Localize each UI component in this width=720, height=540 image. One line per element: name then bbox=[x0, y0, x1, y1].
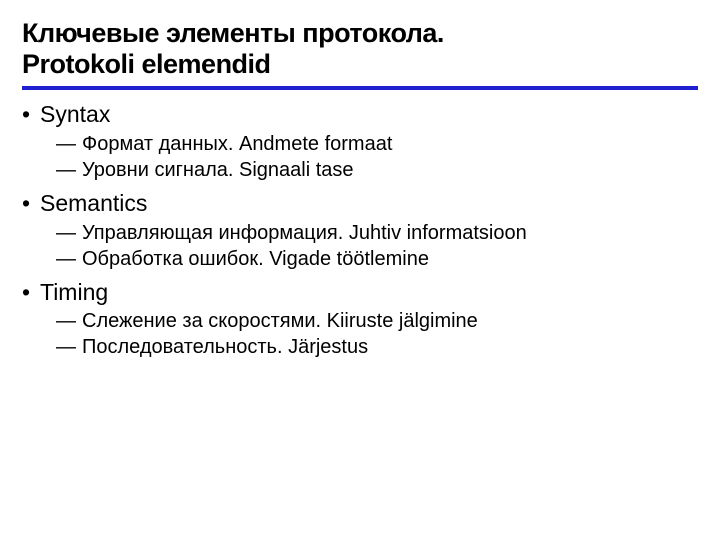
sub-item: Слежение за скоростями. Kiiruste jälgimi… bbox=[82, 308, 698, 334]
sub-item: Управляющая информация. Juhtiv informats… bbox=[82, 220, 698, 246]
sub-item: Уровни сигнала. Signaali tase bbox=[82, 157, 698, 183]
title-line-2: Protokoli elemendid bbox=[22, 49, 271, 79]
sub-list: Формат данных. Andmete formaat Уровни си… bbox=[40, 131, 698, 183]
bullet-item-semantics: Semantics Управляющая информация. Juhtiv… bbox=[40, 189, 698, 272]
bullet-item-timing: Timing Слежение за скоростями. Kiiruste … bbox=[40, 278, 698, 361]
sub-item: Последовательность. Järjestus bbox=[82, 334, 698, 360]
title-line-1: Ключевые элементы протокола. bbox=[22, 18, 444, 48]
sub-list: Управляющая информация. Juhtiv informats… bbox=[40, 220, 698, 272]
sub-item: Обработка ошибок. Vigade töötlemine bbox=[82, 246, 698, 272]
bullet-label: Syntax bbox=[40, 101, 110, 127]
bullet-item-syntax: Syntax Формат данных. Andmete formaat Ур… bbox=[40, 100, 698, 183]
sub-item: Формат данных. Andmete formaat bbox=[82, 131, 698, 157]
bullet-label: Semantics bbox=[40, 190, 147, 216]
bullet-label: Timing bbox=[40, 279, 108, 305]
bullet-list: Syntax Формат данных. Andmete formaat Ур… bbox=[22, 100, 698, 360]
title-underline-rule bbox=[22, 86, 698, 90]
slide-title: Ключевые элементы протокола. Protokoli e… bbox=[22, 18, 698, 80]
sub-list: Слежение за скоростями. Kiiruste jälgimi… bbox=[40, 308, 698, 360]
